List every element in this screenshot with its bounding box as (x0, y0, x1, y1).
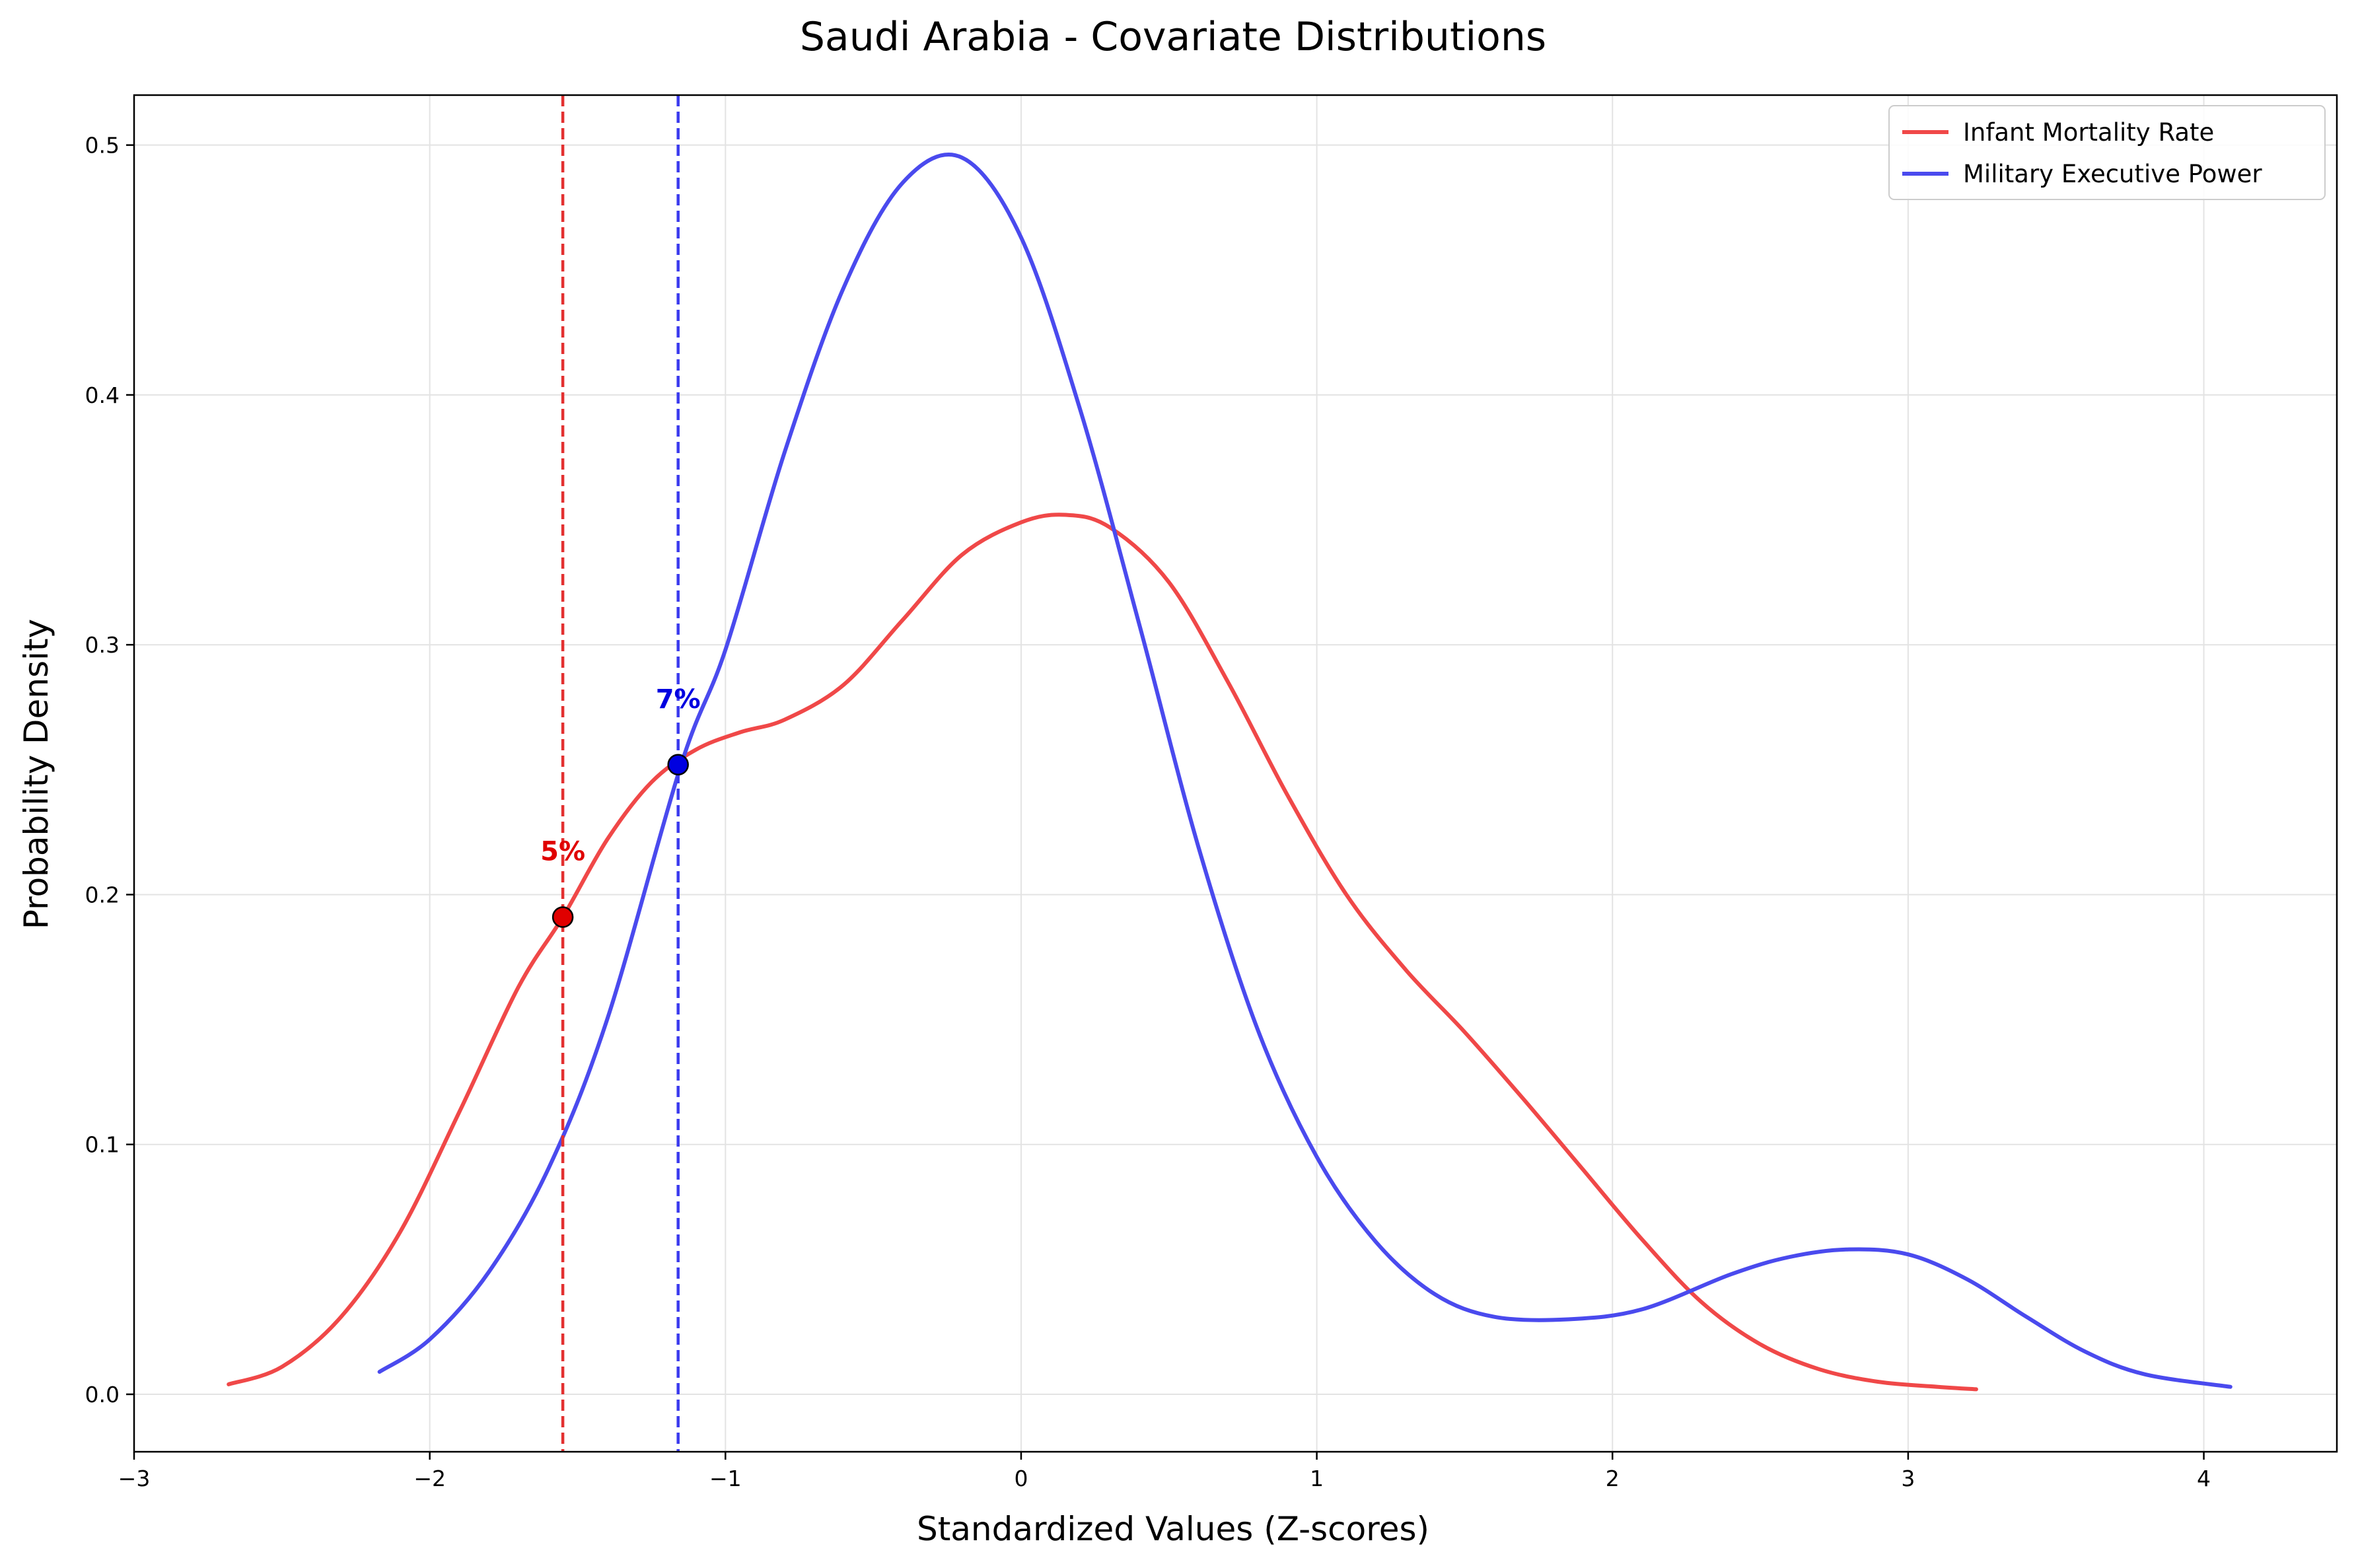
percentile-label-military-executive-power: 7% (656, 684, 701, 715)
percentile-markers: 5% 7% (540, 684, 701, 928)
x-axis-label: Standardized Values (Z-scores) (917, 1510, 1429, 1548)
legend-label-military-executive-power: Military Executive Power (1963, 160, 2262, 188)
x-tick-label: 2 (1606, 1466, 1620, 1491)
plot-frame (133, 94, 2338, 1453)
legend-box (1888, 105, 2326, 200)
y-tick-label: 0.5 (85, 133, 120, 159)
x-tick-label: 1 (1310, 1466, 1324, 1491)
x-tick-label: −1 (709, 1466, 742, 1491)
chart-title: Saudi Arabia - Covariate Distributions (800, 14, 1546, 60)
percentile-label-infant-mortality-rate: 5% (540, 837, 585, 867)
y-tick-label: 0.3 (85, 632, 120, 658)
percentile-marker-infant-mortality-rate (552, 906, 574, 928)
y-tick-label: 0.1 (85, 1132, 120, 1158)
y-axis-label: Probability Density (17, 619, 55, 929)
series-line-military-executive-power (377, 153, 2233, 1389)
x-tick-label: −3 (118, 1466, 151, 1491)
x-tick-label: 3 (1901, 1466, 1915, 1491)
x-tick-label: 4 (2197, 1466, 2211, 1491)
x-tick-label: −2 (413, 1466, 446, 1491)
legend-label-infant-mortality-rate: Infant Mortality Rate (1963, 118, 2214, 147)
x-axis-ticks: −3 −2 −1 0 1 2 3 4 (118, 1452, 2211, 1491)
y-tick-label: 0.2 (85, 882, 120, 908)
legend: Infant Mortality Rate Military Executive… (1888, 105, 2326, 200)
percentile-marker-military-executive-power (667, 754, 689, 776)
y-tick-label: 0.4 (85, 382, 120, 408)
y-axis-ticks: 0.0 0.1 0.2 0.3 0.4 0.5 (85, 133, 134, 1408)
y-tick-label: 0.0 (85, 1382, 120, 1408)
series-line-infant-mortality-rate (227, 513, 1978, 1392)
x-tick-label: 0 (1014, 1466, 1028, 1491)
series-lines (227, 153, 2233, 1392)
